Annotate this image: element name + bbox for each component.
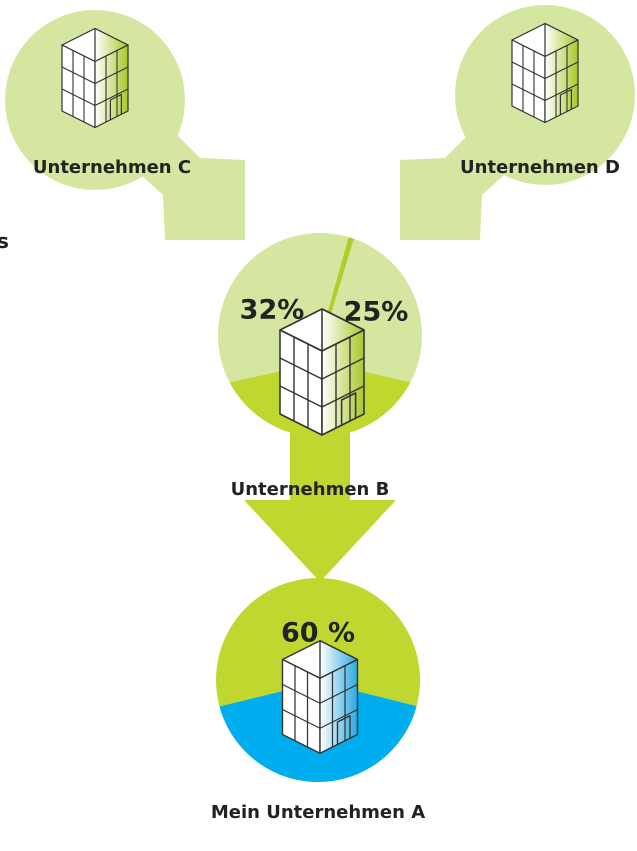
node-label: Unternehmen B: [231, 479, 390, 500]
building-icon: [61, 27, 129, 129]
building-icon: [511, 22, 579, 124]
share-label: 60 %: [281, 618, 355, 649]
node-label: Unternehmen C: [33, 157, 191, 178]
arrow: [244, 420, 396, 582]
edge-text: s: [0, 229, 9, 253]
node-label: Mein Unternehmen A: [211, 802, 425, 823]
building-icon: [281, 640, 359, 754]
node-label: Unternehmen D: [460, 157, 620, 178]
share-label: 32%: [240, 295, 305, 326]
share-label: 25%: [344, 297, 409, 328]
building-icon: [279, 308, 365, 436]
